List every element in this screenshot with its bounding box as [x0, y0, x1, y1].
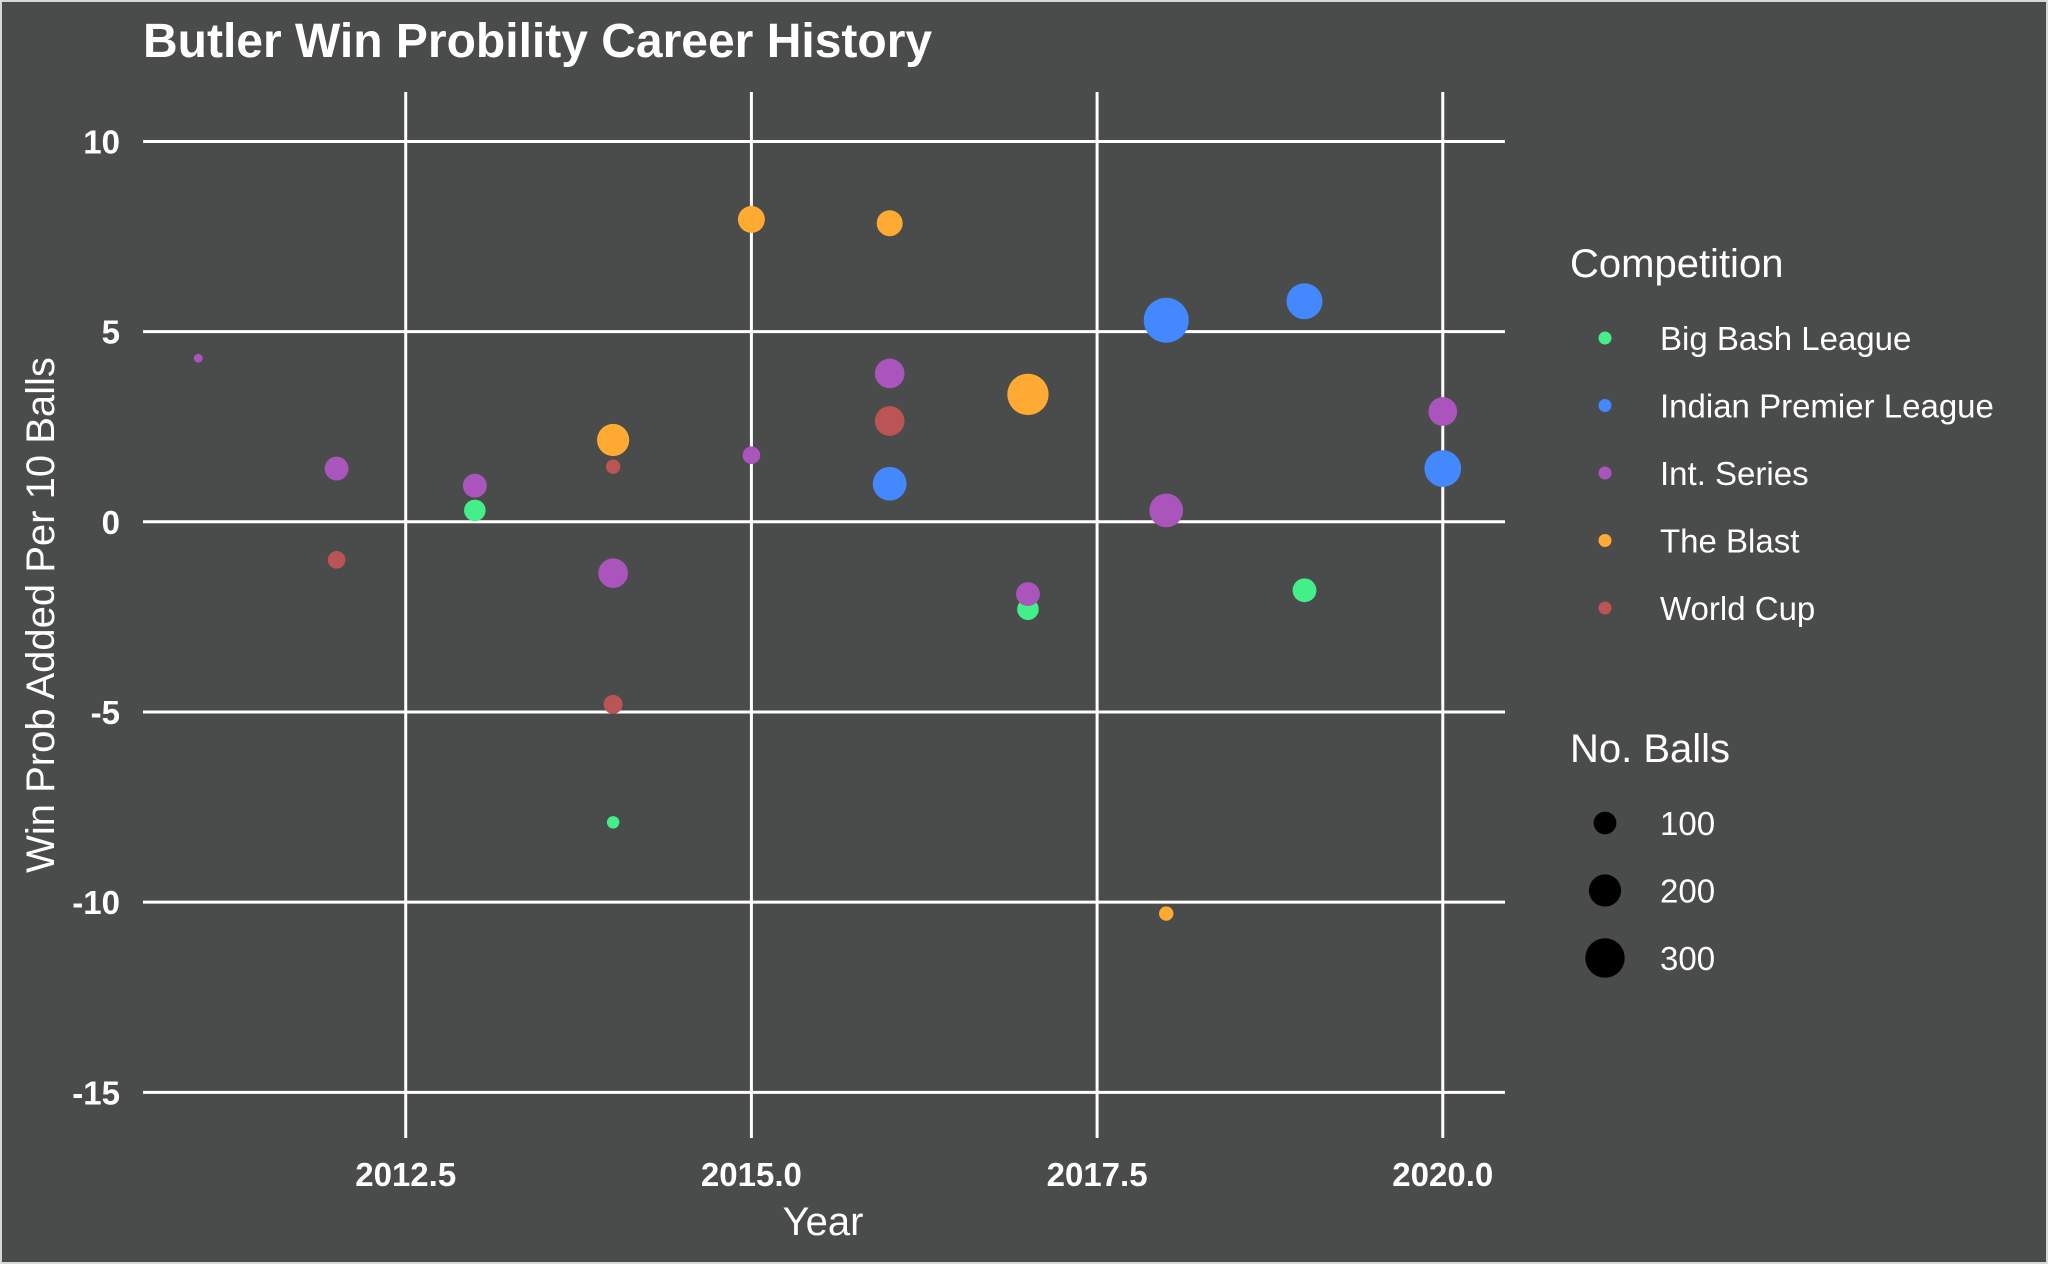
point-world-cup	[605, 459, 621, 474]
point-indian-premier-league	[1143, 297, 1189, 343]
size-legend-title: No. Balls	[1570, 727, 1730, 771]
x-tick-label-2012-5: 2012.5	[355, 1156, 456, 1193]
point-int-series	[193, 353, 203, 363]
point-the-blast	[737, 205, 765, 233]
size-key-100	[1593, 811, 1617, 835]
legend-label-world-cup: World Cup	[1660, 590, 1815, 627]
point-world-cup	[603, 694, 623, 714]
size-label-100: 100	[1660, 805, 1715, 842]
point-int-series	[874, 358, 905, 389]
legend-label-int-series: Int. Series	[1660, 455, 1809, 492]
x-tick-labels: 2012.5 2015.0 2017.5 2020.0	[355, 1156, 1493, 1193]
legend-key-big-bash-league	[1598, 331, 1612, 345]
y-tick-label-5: 5	[102, 314, 120, 351]
point-int-series	[742, 446, 761, 465]
chart-title: Butler Win Probility Career History	[143, 15, 932, 68]
x-tick-label-2017-5: 2017.5	[1047, 1156, 1148, 1193]
y-tick-label-0: 0	[102, 504, 120, 541]
legend-key-int-series	[1598, 466, 1612, 480]
gridlines	[143, 92, 1505, 1138]
x-axis-title: Year	[783, 1200, 864, 1244]
point-big-bash-league	[606, 816, 620, 829]
point-indian-premier-league	[1424, 450, 1462, 487]
point-the-blast	[1159, 906, 1174, 921]
point-indian-premier-league	[872, 466, 907, 501]
y-tick-labels: 10 5 0 -5 -10 -15	[72, 123, 120, 1111]
x-tick-label-2020-0: 2020.0	[1392, 1156, 1493, 1193]
point-world-cup	[874, 406, 905, 436]
point-big-bash-league	[1292, 578, 1317, 603]
y-axis-title: Win Prob Added Per 10 Balls	[19, 357, 63, 873]
legend-key-indian-premier-league	[1598, 399, 1612, 412]
point-int-series	[462, 473, 487, 498]
point-the-blast	[1007, 373, 1049, 416]
y-tick-label-10: -10	[72, 884, 120, 921]
legend-label-big-bash-league: Big Bash League	[1660, 320, 1911, 357]
color-legend-title: Competition	[1570, 242, 1783, 286]
point-big-bash-league	[464, 499, 486, 522]
point-int-series	[1428, 397, 1458, 426]
y-tick-label-5: -5	[91, 694, 120, 731]
point-the-blast	[876, 210, 903, 237]
legend-label-indian-premier-league: Indian Premier League	[1660, 388, 1994, 425]
point-indian-premier-league	[1286, 283, 1323, 320]
data-points	[193, 205, 1462, 921]
size-label-300: 300	[1660, 940, 1715, 977]
point-int-series	[598, 558, 628, 589]
point-int-series	[1149, 493, 1184, 528]
y-tick-label-10: 10	[83, 123, 120, 160]
point-int-series	[1016, 582, 1040, 607]
y-tick-label-15: -15	[72, 1074, 120, 1111]
point-the-blast	[597, 423, 630, 457]
size-key-300	[1585, 938, 1625, 978]
size-label-200: 200	[1660, 873, 1715, 910]
legend-key-world-cup	[1598, 601, 1612, 615]
legend-key-the-blast	[1598, 534, 1612, 547]
legend: Competition No. Balls Big Bash League Ind…	[1570, 242, 1994, 978]
x-tick-label-2015-0: 2015.0	[701, 1156, 802, 1193]
size-key-200	[1588, 874, 1622, 907]
point-int-series	[324, 456, 349, 481]
legend-label-the-blast: The Blast	[1660, 523, 1799, 560]
point-world-cup	[327, 551, 346, 569]
